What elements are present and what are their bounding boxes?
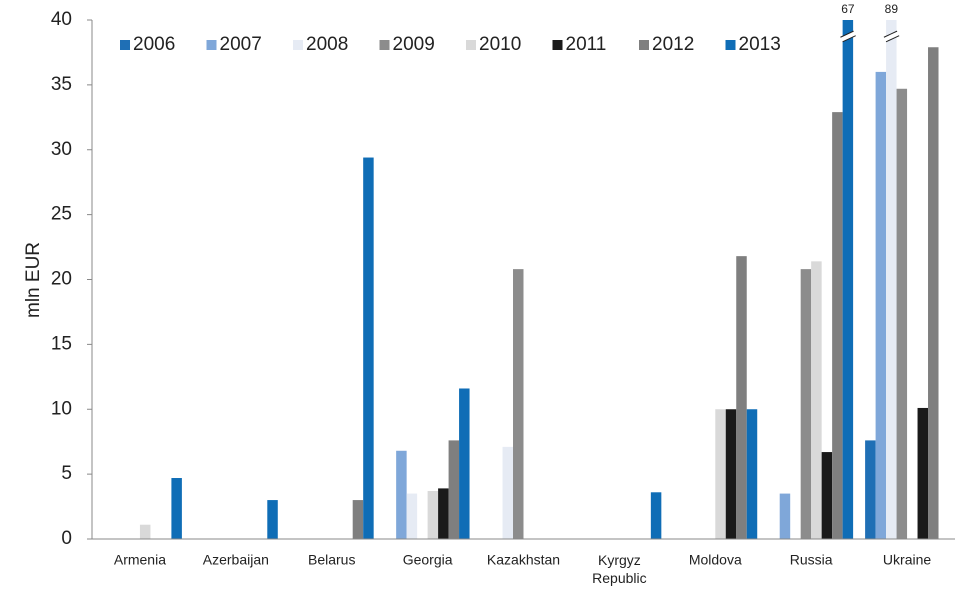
y-tick-label: 30 <box>51 139 72 160</box>
bar <box>779 493 791 539</box>
legend-label: 2008 <box>306 34 348 55</box>
bar <box>875 71 887 540</box>
y-tick-label: 35 <box>51 74 72 95</box>
x-tick-label: Azerbaijan <box>203 552 269 568</box>
bar <box>363 157 374 539</box>
y-tick-label: 20 <box>51 269 72 290</box>
x-tick-label: Belarus <box>308 552 355 568</box>
legend-label: 2012 <box>652 34 694 55</box>
bar <box>736 256 747 539</box>
axis-break <box>842 35 856 43</box>
bar <box>896 88 908 539</box>
legend-swatch <box>639 40 649 50</box>
bar <box>725 409 737 539</box>
axis-break <box>883 31 900 42</box>
bar <box>650 492 662 539</box>
x-tick-label: Russia <box>790 552 833 568</box>
legend-label: 2009 <box>393 34 435 55</box>
legend-swatch <box>725 40 736 50</box>
data-label: 67 <box>841 2 855 16</box>
x-tick-label: Moldova <box>689 552 742 568</box>
legend-label: 2013 <box>739 34 781 55</box>
legend-label: 2010 <box>479 34 521 55</box>
y-tick-label: 0 <box>61 528 72 549</box>
bar <box>139 524 151 539</box>
legend-swatch <box>552 40 563 50</box>
y-tick-label: 25 <box>51 204 72 225</box>
x-tick-label: Kazakhstan <box>487 552 560 568</box>
bar <box>842 20 854 539</box>
bar <box>171 478 182 539</box>
bar <box>821 452 833 539</box>
y-tick-label: 5 <box>61 463 72 484</box>
bar <box>406 493 418 539</box>
legend-label: 2007 <box>220 34 262 55</box>
bar <box>715 409 726 539</box>
bar <box>865 440 876 539</box>
bars <box>139 20 939 540</box>
bar <box>267 500 278 539</box>
bar <box>928 47 939 540</box>
bar <box>427 490 439 539</box>
axis-break <box>840 31 856 42</box>
axis-break <box>883 30 898 38</box>
bar <box>886 20 897 539</box>
legend-label: 2011 <box>566 34 607 55</box>
bar <box>800 269 812 539</box>
y-axis-label: mln EUR <box>23 242 44 318</box>
bar <box>352 500 364 539</box>
x-tick-label: Ukraine <box>883 552 931 568</box>
data-label: 89 <box>885 2 899 16</box>
x-tick-label: Georgia <box>403 552 453 568</box>
legend-swatch <box>466 40 476 50</box>
y-tick-label: 15 <box>51 333 72 354</box>
bar <box>513 269 524 539</box>
bar <box>746 409 758 539</box>
bar <box>832 112 843 539</box>
legend-label: 2006 <box>133 34 175 55</box>
legend-swatch <box>120 40 130 50</box>
bar <box>917 407 929 539</box>
x-tick-label: Armenia <box>114 552 166 568</box>
bar <box>811 261 822 539</box>
y-tick-label: 10 <box>51 398 72 419</box>
bar <box>459 388 470 539</box>
legend-swatch <box>206 40 217 50</box>
y-tick-label: 40 <box>51 9 72 30</box>
axis-break <box>840 30 854 38</box>
bar <box>448 440 460 539</box>
legend-swatch <box>379 40 390 50</box>
bar <box>502 446 514 539</box>
legend-swatch <box>293 40 303 50</box>
bar <box>396 450 407 539</box>
bar <box>438 488 449 539</box>
axis-break <box>885 35 900 43</box>
x-tick-label: Kyrgyz Republic <box>592 552 646 586</box>
